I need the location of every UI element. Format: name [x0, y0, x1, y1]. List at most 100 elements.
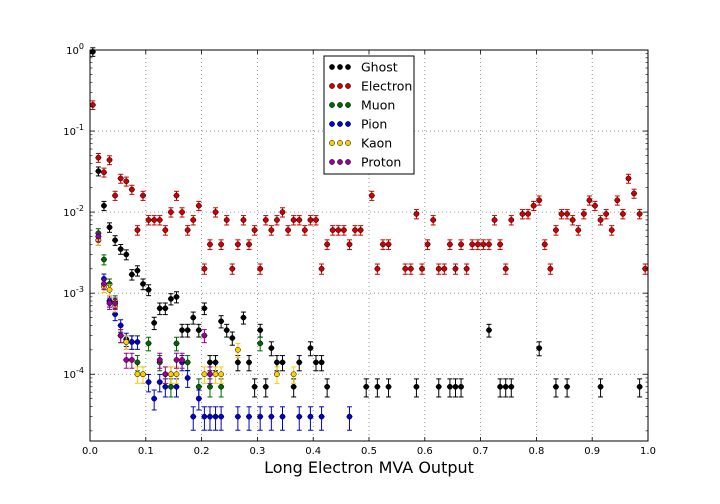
data-point	[140, 192, 146, 199]
data-point	[156, 217, 163, 223]
data-point	[173, 192, 180, 199]
x-tick-label: 0.3	[249, 446, 265, 457]
data-point	[151, 320, 158, 326]
data-point	[307, 217, 314, 223]
data-point	[240, 314, 247, 321]
legend-label: Muon	[361, 98, 395, 113]
data-point	[207, 241, 213, 248]
data-point	[274, 359, 280, 366]
x-tick-label: 0.5	[361, 446, 377, 457]
data-point	[246, 241, 252, 248]
data-point	[140, 281, 146, 287]
data-point	[179, 209, 185, 215]
data-point	[145, 217, 152, 223]
data-point	[474, 241, 481, 248]
data-point	[151, 395, 158, 402]
data-point	[547, 265, 554, 272]
data-point	[117, 332, 124, 339]
data-point	[419, 265, 425, 272]
data-point	[603, 211, 610, 217]
legend-marker	[329, 83, 335, 89]
data-point	[123, 339, 130, 345]
x-tick-label: 0.6	[417, 446, 433, 457]
data-point	[134, 359, 141, 366]
legend-marker	[329, 140, 335, 146]
data-point	[441, 265, 448, 272]
data-point	[195, 202, 202, 209]
data-point	[106, 224, 113, 231]
data-point	[195, 383, 202, 390]
y-tick-labels: 100 10-1 10-2 10-3 10-4	[63, 42, 84, 381]
data-point	[129, 186, 135, 193]
legend-marker	[337, 102, 343, 108]
data-point	[190, 217, 197, 223]
data-point	[184, 227, 191, 233]
data-point	[235, 359, 241, 366]
data-point	[497, 241, 503, 248]
data-point	[458, 241, 464, 248]
x-tick-label: 0.7	[473, 446, 489, 457]
data-point	[385, 383, 392, 390]
data-point	[508, 217, 515, 223]
data-point	[95, 154, 102, 161]
data-point	[279, 413, 286, 420]
data-point	[207, 371, 213, 378]
data-point	[307, 413, 314, 420]
data-point	[536, 197, 543, 204]
data-point	[502, 383, 509, 390]
x-tick-label: 0.0	[82, 446, 98, 457]
data-point	[564, 383, 570, 390]
data-point	[447, 241, 453, 248]
y-tick-label: 10-2	[63, 204, 84, 219]
data-point	[201, 413, 208, 420]
legend-marker	[329, 159, 335, 165]
data-point	[268, 413, 275, 420]
y-tick-label: 10-3	[63, 285, 84, 300]
data-point	[519, 211, 526, 217]
data-point	[318, 265, 325, 272]
data-point	[212, 359, 219, 366]
data-point	[123, 178, 130, 185]
data-point	[620, 211, 626, 217]
data-point	[173, 357, 180, 363]
data-point	[218, 241, 224, 248]
legend: Ghost Electron Muon Pion Kaon Proton	[323, 55, 415, 175]
x-tick-labels: 0.0 0.1 0.2 0.3 0.4 0.5 0.6 0.7 0.8 0.9 1.0	[82, 446, 656, 457]
data-point	[580, 211, 587, 217]
data-point	[569, 217, 576, 223]
data-point	[134, 371, 141, 378]
series-electron	[89, 100, 649, 275]
data-point	[296, 359, 303, 366]
data-point	[134, 267, 141, 274]
data-point	[279, 209, 286, 215]
data-point	[486, 241, 492, 248]
data-point	[558, 211, 565, 217]
data-point	[112, 300, 118, 307]
legend-label: Proton	[361, 155, 401, 170]
data-point	[129, 271, 135, 278]
data-point	[469, 241, 476, 248]
y-tick-label: 100	[66, 42, 84, 57]
data-point	[290, 371, 297, 378]
data-point	[553, 227, 559, 233]
data-point	[162, 383, 169, 390]
tick-marks	[89, 49, 649, 441]
data-point	[145, 340, 152, 347]
data-point	[497, 383, 503, 390]
data-point	[408, 265, 414, 272]
data-point	[184, 375, 191, 381]
legend-label: Pion	[361, 117, 387, 132]
data-point	[268, 227, 275, 233]
data-point	[318, 413, 325, 420]
series-proton	[95, 231, 213, 384]
data-point	[636, 211, 643, 217]
data-point	[575, 227, 582, 233]
data-point	[597, 383, 604, 390]
x-tick-label: 0.2	[194, 446, 210, 457]
data-point	[508, 383, 515, 390]
y-tick-label: 10-4	[63, 366, 84, 381]
legend-box	[323, 55, 415, 175]
legend-label: Electron	[361, 79, 412, 94]
data-point	[246, 359, 252, 366]
data-point	[335, 227, 342, 233]
